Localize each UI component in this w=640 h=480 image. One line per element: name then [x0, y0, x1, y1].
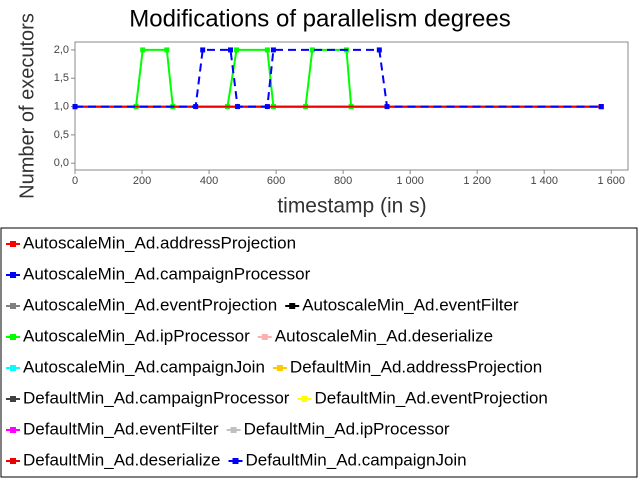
legend-marker [10, 396, 16, 402]
legend-label: AutoscaleMin_Ad.eventProjection [23, 295, 277, 314]
legend [0, 227, 638, 478]
y-axis-label: Number of executors [16, 13, 38, 199]
x-tick-label: 600 [267, 175, 285, 187]
legend-label: AutoscaleMin_Ad.eventFilter [302, 295, 519, 314]
legend-label: AutoscaleMin_Ad.ipProcessor [23, 326, 250, 345]
legend-marker [10, 365, 16, 371]
point [164, 47, 170, 53]
point [140, 47, 146, 53]
x-tick-label: 1 600 [597, 175, 625, 187]
point [228, 47, 234, 53]
legend-marker [10, 303, 16, 309]
legend-marker [276, 365, 283, 371]
y-tick-label: 0,5 [54, 129, 69, 141]
legend-label: AutoscaleMin_Ad.addressProjection [23, 233, 296, 252]
legend-marker [261, 334, 268, 340]
y-tick-label: 1,0 [54, 100, 69, 112]
point [384, 104, 390, 110]
legend-label: DefaultMin_Ad.campaignJoin [246, 450, 467, 469]
point [376, 47, 382, 53]
point [193, 104, 199, 110]
legend-marker [289, 303, 296, 309]
legend-label: DefaultMin_Ad.addressProjection [290, 357, 542, 376]
chart-title: Modifications of parallelism degrees [129, 5, 511, 32]
x-tick-label: 400 [200, 175, 218, 187]
y-tick-label: 1,5 [54, 72, 69, 84]
legend-marker [230, 427, 237, 433]
point [270, 47, 276, 53]
x-tick-label: 1 000 [396, 175, 424, 187]
point [598, 104, 604, 110]
legend-label: DefaultMin_Ad.ipProcessor [244, 419, 450, 438]
x-tick-label: 1 400 [530, 175, 558, 187]
point [200, 47, 206, 53]
legend-label: AutoscaleMin_Ad.campaignProcessor [23, 264, 311, 283]
legend-label: AutoscaleMin_Ad.deserialize [275, 326, 493, 345]
point [264, 104, 270, 110]
x-tick-label: 800 [334, 175, 352, 187]
point [234, 47, 240, 53]
legend-marker [10, 427, 16, 433]
legend-marker [10, 458, 16, 464]
series-line [75, 48, 602, 108]
y-tick-label: 0,0 [54, 157, 69, 169]
legend-marker [301, 396, 308, 402]
legend-marker [232, 458, 239, 464]
x-tick-label: 0 [72, 175, 78, 187]
point [264, 47, 270, 53]
x-axis-label: timestamp (in s) [277, 195, 426, 218]
point [309, 47, 315, 53]
legend-label: DefaultMin_Ad.eventProjection [314, 388, 547, 407]
y-tick-label: 2,0 [54, 44, 69, 56]
legend-marker [10, 334, 16, 340]
legend-marker [10, 272, 16, 278]
point [72, 104, 78, 110]
legend-label: DefaultMin_Ad.deserialize [23, 450, 221, 469]
x-tick-label: 200 [133, 175, 151, 187]
x-tick-label: 1 200 [463, 175, 491, 187]
legend-label: DefaultMin_Ad.eventFilter [23, 419, 219, 438]
legend-marker [10, 241, 16, 247]
legend-label: DefaultMin_Ad.campaignProcessor [23, 388, 290, 407]
point [235, 104, 241, 110]
legend-label: AutoscaleMin_Ad.campaignJoin [23, 357, 265, 376]
